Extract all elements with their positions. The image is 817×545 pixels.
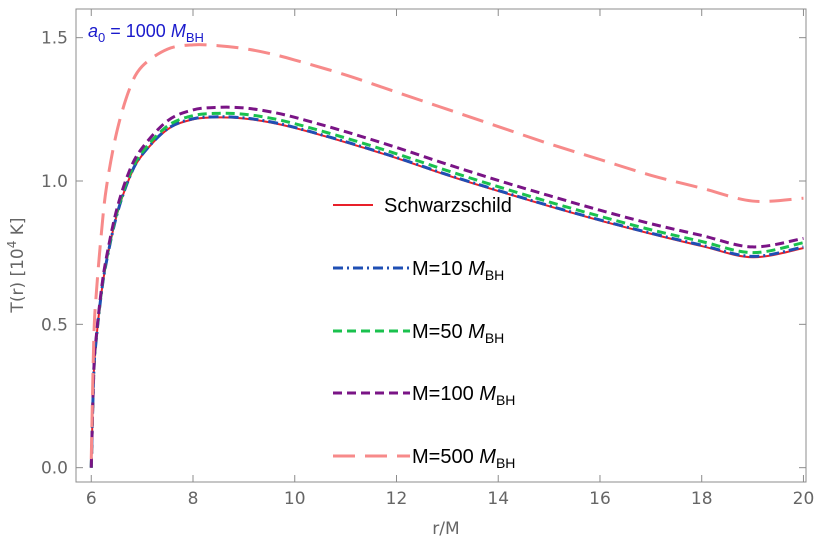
annotation-var: a [88, 21, 98, 41]
y-axis-label: T(r) [104 K] [5, 217, 28, 313]
y-axis-label-base: T(r) [10 [8, 248, 28, 313]
annotation-label: a0 = 1000 MBH [88, 21, 204, 45]
legend-label-4: M=500 MBH [412, 446, 515, 471]
y-tick-label: 1.0 [41, 172, 68, 192]
annotation-mass: M [171, 21, 186, 41]
series-line-3 [89, 105, 804, 468]
legend: Schwarzschild M=10 MBH M=50 MBH M=100 MBH M=… [333, 195, 515, 471]
x-tick-label: 6 [86, 489, 97, 509]
x-tick-label: 20 [793, 489, 815, 509]
series-line-1 [89, 115, 804, 468]
legend-label-0: Schwarzschild [384, 195, 512, 217]
y-tick-label: 0.0 [41, 459, 68, 479]
y-axis-label-unit: K] [8, 217, 28, 240]
plot-border [75, 8, 807, 483]
x-tick-label: 16 [589, 489, 611, 509]
series-line-2 [89, 111, 804, 468]
legend-label-1: M=10 MBH [412, 258, 504, 283]
legend-label-2: M=50 MBH [412, 321, 504, 346]
series-lines [89, 43, 804, 468]
x-tick-label: 10 [284, 489, 306, 509]
x-tick-label: 18 [691, 489, 713, 509]
axis-ticks: 6 8 10 12 14 16 18 20 0.0 0.5 1.0 1.5 [41, 9, 814, 509]
annotation-mass-sub: BH [186, 30, 204, 45]
x-tick-label: 8 [188, 489, 199, 509]
x-tick-label: 12 [386, 489, 408, 509]
y-tick-label: 0.5 [41, 315, 68, 335]
x-tick-label: 14 [487, 489, 509, 509]
legend-label-3: M=100 MBH [412, 383, 515, 408]
y-tick-label: 1.5 [41, 29, 68, 49]
x-axis-label: r/M [432, 519, 459, 539]
y-axis-label-sup: 4 [5, 241, 19, 249]
annotation-text: = 1000 [105, 21, 171, 41]
plot-frame [75, 8, 807, 483]
series-line-4 [89, 43, 804, 460]
annotation-var-sub: 0 [98, 30, 105, 45]
